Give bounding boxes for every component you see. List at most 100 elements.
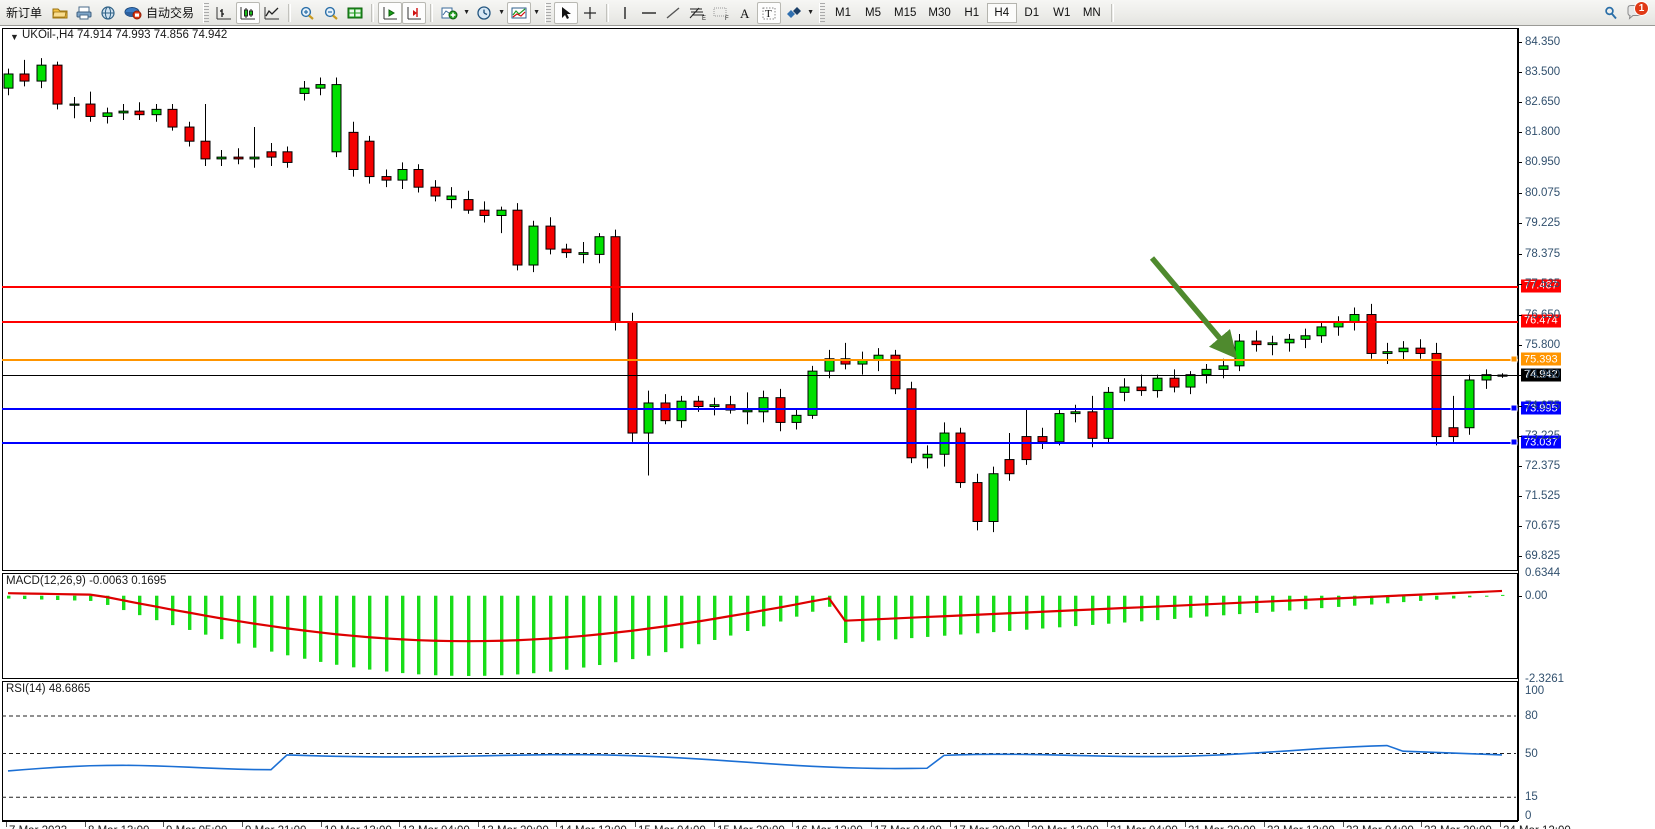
price-level-line[interactable] [2, 408, 1518, 411]
autotrading-button[interactable]: 自动交易 [120, 1, 200, 25]
price-level-label[interactable]: 73.037 [1521, 435, 1561, 449]
toolbar-grip-3[interactable] [819, 2, 826, 23]
label-icon[interactable]: T [757, 1, 782, 24]
macd-tick-label: 0.6344 [1525, 567, 1561, 579]
timeframe-m1[interactable]: M1 [835, 6, 852, 19]
templates-dropdown-arrow[interactable]: ▼ [533, 9, 540, 16]
price-level-line[interactable] [2, 442, 1518, 445]
time-tick [556, 822, 557, 827]
printer-icon[interactable] [72, 2, 96, 24]
price-level-label[interactable]: 77.467 [1521, 279, 1561, 293]
cursor-icon[interactable] [554, 1, 579, 24]
toolbar-right-group: 1 [1599, 0, 1655, 24]
price-level-handle[interactable] [1510, 355, 1518, 363]
period-dropdown-arrow[interactable]: ▼ [498, 9, 505, 16]
folder-icon[interactable] [48, 2, 72, 24]
trendline-icon[interactable] [661, 2, 685, 24]
price-level-line[interactable] [2, 374, 1518, 376]
timeframe-m30[interactable]: M30 [928, 6, 951, 19]
timeframe-w1[interactable]: W1 [1053, 6, 1071, 19]
search-icon[interactable] [1599, 2, 1623, 24]
rsi-tick-label: 80 [1525, 710, 1538, 722]
price-tick-label: 82.650 [1525, 96, 1561, 109]
candlestick-chart-icon[interactable] [236, 1, 261, 24]
timeframe-h1[interactable]: H1 [964, 6, 980, 19]
macd-series [7, 589, 1505, 676]
time-tick [242, 822, 243, 827]
price-panel[interactable] [2, 28, 1518, 571]
globe-icon[interactable] [96, 2, 120, 24]
text-icon[interactable]: A [733, 2, 757, 24]
time-tick [1421, 822, 1422, 827]
time-tick [871, 822, 872, 827]
time-tick [399, 822, 400, 827]
price-level-line[interactable] [2, 320, 1518, 323]
shapes-icon[interactable] [781, 2, 805, 24]
timeframe-m5[interactable]: M5 [865, 6, 882, 19]
price-tick-label: 78.375 [1525, 247, 1561, 260]
price-tick-label: 77.525 [1525, 277, 1561, 290]
rsi-tick-label: 100 [1525, 685, 1545, 697]
notification-icon[interactable]: 1 [1623, 0, 1649, 24]
toolbar-grip[interactable] [203, 2, 210, 23]
vertical-line-icon[interactable] [613, 2, 637, 24]
svg-text:E: E [702, 16, 706, 21]
price-level-label[interactable]: 76.474 [1521, 314, 1561, 328]
time-tick [85, 822, 86, 827]
price-level-line[interactable] [2, 359, 1518, 361]
time-axis[interactable] [2, 821, 1518, 822]
price-tick-label: 72.375 [1525, 459, 1561, 472]
price-tick [1518, 435, 1522, 437]
zoom-out-icon[interactable] [319, 2, 343, 24]
price-tick-label: 74.075 [1525, 399, 1561, 412]
templates-icon[interactable] [507, 1, 532, 24]
time-tick [950, 822, 951, 827]
price-level-line[interactable] [2, 285, 1518, 288]
indicators-icon[interactable] [437, 2, 461, 24]
price-tick [1518, 314, 1522, 316]
symbol-dropdown-caret[interactable]: ▼ [10, 32, 19, 42]
time-tick-label: 23 Mar 20:00 [1424, 825, 1492, 829]
fibonacci-icon[interactable]: E [685, 2, 709, 24]
new-order-button[interactable]: 新订单 [0, 1, 48, 25]
price-tick-label: 83.500 [1525, 66, 1561, 79]
grid-icon[interactable] [343, 2, 367, 24]
time-tick-label: 15 Mar 04:00 [638, 825, 706, 829]
toolbar-grip-2[interactable] [545, 2, 552, 23]
price-level-handle[interactable] [1510, 438, 1518, 446]
time-tick [163, 822, 164, 827]
indicators-dropdown-arrow[interactable]: ▼ [463, 9, 470, 16]
period-icon[interactable] [472, 2, 496, 24]
price-level-handle[interactable] [1510, 404, 1518, 412]
bar-chart-icon[interactable] [212, 2, 236, 24]
price-tick [1518, 72, 1522, 74]
timeframe-m15[interactable]: M15 [894, 6, 917, 19]
time-tick-label: 17 Mar 04:00 [874, 825, 942, 829]
time-tick [321, 822, 322, 827]
price-level-label[interactable]: 74.942 [1521, 368, 1561, 382]
main-toolbar: 新订单 自动交易 [0, 0, 1655, 26]
time-tick-label: 22 Mar 12:00 [1267, 825, 1335, 829]
zoom-in-icon[interactable] [295, 2, 319, 24]
price-level-label[interactable]: 73.995 [1521, 401, 1561, 415]
price-tick [1518, 223, 1522, 225]
timeframe-h4[interactable]: H4 [986, 2, 1017, 23]
shift-end-icon[interactable] [402, 1, 427, 24]
timeframe-d1[interactable]: D1 [1024, 6, 1040, 19]
crosshair-icon[interactable] [578, 2, 602, 24]
chart-area[interactable]: ▼ UKOil-,H4 74.914 74.993 74.856 74.942 … [0, 26, 1655, 829]
channel-icon[interactable]: F [709, 2, 733, 24]
price-axis[interactable] [1518, 28, 1519, 821]
shift-start-icon[interactable] [378, 1, 403, 24]
price-tick [1518, 344, 1522, 346]
shapes-dropdown-arrow[interactable]: ▼ [807, 9, 814, 16]
line-chart-icon[interactable] [260, 2, 284, 24]
time-tick [1343, 822, 1344, 827]
time-tick [478, 822, 479, 827]
price-tick-label: 74.950 [1525, 368, 1561, 381]
horizontal-line-icon[interactable] [637, 2, 661, 24]
time-tick [1028, 822, 1029, 827]
timeframe-mn[interactable]: MN [1082, 6, 1101, 19]
price-level-label[interactable]: 75.393 [1521, 352, 1561, 366]
symbol-header: UKOil-,H4 74.914 74.993 74.856 74.942 [22, 29, 228, 41]
